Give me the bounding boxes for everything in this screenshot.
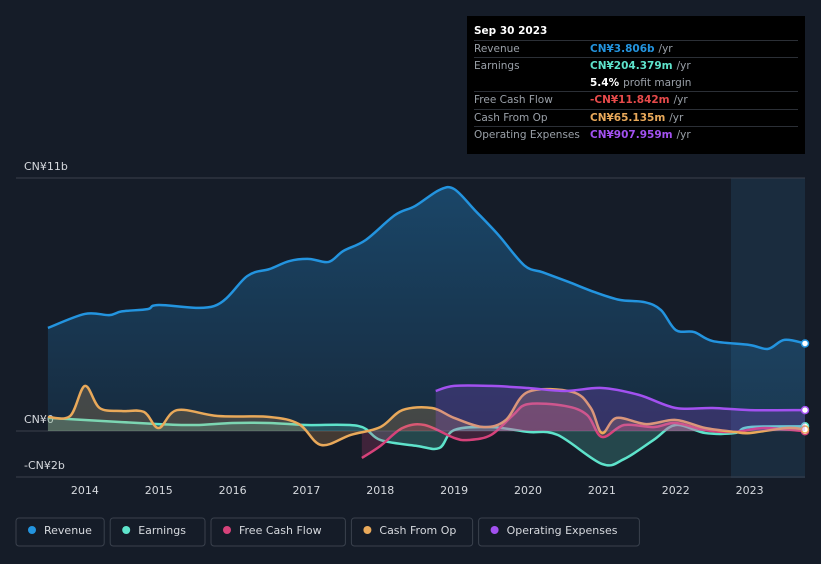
tooltip-label: Operating Expenses [474,129,580,141]
series-line [435,384,806,412]
end-dot [800,425,810,434]
x-tick-label: 2021 [588,484,616,497]
x-tick-label: 2017 [292,484,320,497]
legend-item[interactable]: Earnings [109,517,206,547]
x-tick-label: 2018 [366,484,394,497]
legend-label[interactable]: Free Cash Flow [239,524,322,537]
legend-label[interactable]: Operating Expenses [507,524,618,537]
tooltip-value-suffix: profit margin [623,77,691,89]
x-tick-label: 2016 [219,484,247,497]
tooltip: Sep 30 2023 Revenue CN¥3.806b/yr Earnings C… [467,16,805,154]
legend: Revenue Earnings Free Cash Flow Cash From O… [15,517,640,547]
tooltip-value-number: CN¥3.806b [590,43,655,55]
tooltip-label: Earnings [474,60,520,72]
tooltip-label: Cash From Op [474,112,548,124]
tooltip-value: 5.4% profit margin [590,77,691,89]
tooltip-value-number: CN¥65.135m [590,112,665,124]
legend-swatch [490,526,499,534]
legend-box[interactable] [210,517,346,547]
legend-swatch [122,526,131,534]
tooltip-box [467,16,805,154]
tooltip-value-suffix: /yr [677,60,692,72]
legend-box[interactable] [15,517,105,547]
tooltip-value-suffix: /yr [659,43,674,55]
legend-item[interactable]: Cash From Op [350,517,474,547]
series-line [47,185,806,351]
end-dot [800,405,810,415]
tooltip-value-number: -CN¥11.842m [590,94,670,106]
legend-swatch [363,526,372,534]
series-area [361,403,805,458]
x-tick-label: 2023 [736,484,764,497]
y-tick-label: -CN¥2b [24,459,65,472]
end-dot [800,339,810,348]
tooltip-label: Free Cash Flow [474,94,553,106]
tooltip-value-suffix: /yr [677,129,692,141]
legend-label[interactable]: Earnings [138,524,186,537]
tooltip-value-suffix: /yr [669,112,684,124]
tooltip-value-number: 5.4% [590,77,620,89]
x-tick-label: 2019 [440,484,468,497]
plot-area: -CN¥2b CN¥0 CN¥11b 2014 2015 2016 2017 2018 2019… [16,160,810,497]
tooltip-label: Revenue [474,43,520,55]
tooltip-value: CN¥907.959m/yr [590,129,691,141]
legend-item[interactable]: Operating Expenses [478,517,640,547]
legend-box[interactable] [350,517,474,547]
series-area [47,385,805,446]
legend-box[interactable] [478,517,640,547]
legend-swatch [223,526,231,534]
tooltip-value: CN¥204.379m/yr [590,60,691,72]
series-line [47,416,806,467]
y-tick-label: CN¥11b [24,160,68,173]
series-area [435,385,805,431]
tooltip-value: CN¥65.135m/yr [590,112,684,124]
legend-box[interactable] [109,517,206,547]
legend-item[interactable]: Free Cash Flow [210,517,346,547]
series-line [47,384,806,447]
tooltip-value-number: CN¥204.379m [590,60,673,72]
x-tick-label: 2022 [662,484,690,497]
x-tick-label: 2020 [514,484,542,497]
legend-label[interactable]: Revenue [44,524,92,537]
legend-item[interactable]: Revenue [15,517,105,547]
tooltip-value: CN¥3.806b/yr [590,43,673,55]
legend-swatch [28,526,36,534]
tooltip-value-suffix: /yr [674,94,689,106]
y-tick-label: CN¥0 [24,413,54,426]
tooltip-value-number: CN¥907.959m [590,129,673,141]
legend-label[interactable]: Cash From Op [379,524,456,537]
series-area [47,417,805,466]
x-tick-label: 2014 [71,484,99,497]
series-line [361,402,806,459]
tooltip-date: Sep 30 2023 [474,25,547,37]
x-tick-label: 2015 [145,484,173,497]
series-area [47,187,805,431]
tooltip-value: -CN¥11.842m/yr [590,94,688,106]
